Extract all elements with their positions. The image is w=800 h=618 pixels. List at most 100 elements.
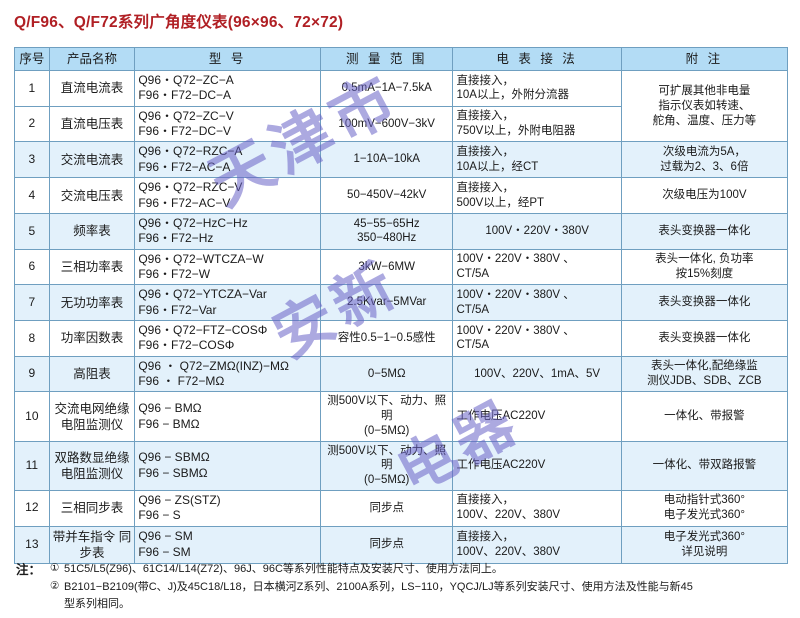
cell-connection: 100V・220V・380V 、 CT/5A (452, 284, 622, 322)
table-row: 11 双路数显绝缘 电阻监测仪 Q96 − SBMΩ F96 − SBMΩ 测500V… (14, 440, 789, 491)
cell-range: 0−5MΩ (319, 355, 454, 393)
cell-remark: 电子发光式360° 详见说明 (620, 525, 789, 564)
cell-model: Q96・Q72−ZC−V F96・F72−DC−V (134, 105, 321, 143)
cell-connection: 100V・220V・380V 、 CT/5A (452, 248, 622, 286)
cell-connection: 直接接入， 500V以上，经PT (452, 177, 622, 214)
cell-range: 2.5Kvar−5MVar (319, 284, 454, 322)
cell-range: 同步点 (319, 489, 454, 527)
column-header-model: 型 号 (134, 47, 321, 71)
cell-index: 4 (14, 177, 50, 214)
table-row: 9 高阻表 Q96 ・ Q72−ZMΩ(INZ)−MΩ F96 ・ F72−MΩ 0−… (14, 355, 789, 393)
cell-range: 1−10A−10kA (319, 141, 454, 179)
table-row: 3 交流电流表 Q96・Q72−RZC−A F96・F72−AC−A 1−10A−10… (14, 141, 789, 179)
cell-range: 45−55−65Hz 350−480Hz (319, 212, 454, 250)
cell-model: Q96 − ZS(STZ) F96 − S (134, 489, 321, 527)
cell-product-name: 交流电流表 (48, 141, 136, 179)
cell-index: 6 (14, 248, 50, 286)
cell-model: Q96・Q72−ZC−A F96・F72−DC−A (134, 70, 321, 107)
cell-connection: 100V、220V、1mA、5V (452, 355, 622, 393)
cell-product-name: 三相同步表 (48, 489, 136, 527)
footnotes: 注： ① 51C5/L5(Z96)、61C14/L14(Z72)、96J、96C等… (16, 561, 792, 613)
cell-connection: 直接接入， 10A以上，经CT (452, 141, 622, 179)
footnotes-body: ① 51C5/L5(Z96)、61C14/L14(Z72)、96J、96C等系列性… (50, 561, 792, 613)
cell-product-name: 频率表 (48, 212, 136, 250)
table-row: 6 三相功率表 Q96・Q72−WTCZA−W F96・F72−W 3kW−6MW 10… (14, 248, 789, 286)
cell-index: 10 (14, 391, 50, 442)
cell-range: 测500V以下、动力、照明 (0−5MΩ) (319, 391, 454, 442)
spec-table-container: 序号 产品名称 型 号 测 量 范 围 电 表 接 法 附 注 1 直流电流表 Q9… (14, 47, 789, 564)
cell-product-name: 三相功率表 (48, 248, 136, 286)
cell-range: 容性0.5−1−0.5感性 (319, 320, 454, 357)
cell-connection: 100V・220V・380V 、 CT/5A (452, 320, 622, 357)
cell-product-name: 直流电流表 (48, 70, 136, 107)
column-header-conn: 电 表 接 法 (452, 47, 622, 71)
column-header-no: 序号 (14, 47, 50, 71)
cell-range: 3kW−6MW (319, 248, 454, 286)
column-header-name: 产品名称 (48, 47, 136, 71)
cell-index: 12 (14, 489, 50, 527)
cell-model: Q96 − SBMΩ F96 − SBMΩ (134, 440, 321, 491)
cell-index: 7 (14, 284, 50, 322)
cell-index: 5 (14, 212, 50, 250)
cell-connection: 工作电压AC220V (452, 440, 622, 491)
cell-remark: 可扩展其他非电量 指示仪表如转速、 舵角、温度、压力等 (620, 69, 789, 143)
cell-range: 100mV−600V−3kV (319, 105, 454, 143)
cell-remark: 表头一体化, 负功率 按15%刻度 (620, 248, 789, 286)
cell-product-name: 功率因数表 (48, 320, 136, 357)
table-row: 13 带并车指令 同步表 Q96 − SM F96 − SM 同步点 直接接入， 100… (14, 525, 789, 564)
cell-product-name: 双路数显绝缘 电阻监测仪 (48, 440, 136, 491)
cell-remark: 表头变换器一体化 (620, 212, 789, 250)
column-header-note: 附 注 (620, 47, 789, 71)
footnote-marker: ② (50, 579, 60, 592)
footnote-text: 51C5/L5(Z96)、61C14/L14(Z72)、96J、96C等系列性能… (64, 563, 503, 575)
cell-model: Q96・Q72−HzC−Hz F96・F72−Hz (134, 212, 321, 250)
cell-connection: 工作电压AC220V (452, 391, 622, 442)
cell-product-name: 带并车指令 同步表 (48, 525, 136, 564)
spec-table: 序号 产品名称 型 号 测 量 范 围 电 表 接 法 附 注 1 直流电流表 Q9… (14, 47, 789, 564)
page-title: Q/F96、Q/F72系列广角度仪表(96×96、72×72) (14, 14, 344, 31)
cell-range: 50−450V−42kV (319, 177, 454, 214)
cell-index: 13 (14, 525, 50, 564)
footnote-text: B2101−B2109(带C、J)及45C18/L18，日本横河Z系列、2100… (64, 580, 693, 593)
cell-connection: 直接接入， 100V、220V、380V (452, 525, 622, 564)
table-row: 8 功率因数表 Q96・Q72−FTZ−COSΦ F96・F72−COSΦ 容性0.5… (14, 320, 789, 357)
cell-model: Q96 − SM F96 − SM (134, 525, 321, 564)
cell-index: 11 (14, 440, 50, 491)
cell-model: Q96 − BMΩ F96 − BMΩ (134, 391, 321, 442)
cell-remark: 表头变换器一体化 (620, 284, 789, 322)
footnote-marker: ① (50, 562, 60, 574)
cell-model: Q96・Q72−RZC−V F96・F72−AC−V (134, 177, 321, 214)
cell-index: 3 (14, 141, 50, 179)
cell-model: Q96・Q72−RZC−A F96・F72−AC−A (134, 141, 321, 179)
cell-product-name: 交流电压表 (48, 177, 136, 214)
cell-remark: 次级电流为5A， 过载为2、3、6倍 (620, 141, 789, 179)
table-row: 5 频率表 Q96・Q72−HzC−Hz F96・F72−Hz 45−55−65Hz … (14, 212, 789, 250)
table-row: 12 三相同步表 Q96 − ZS(STZ) F96 − S 同步点 直接接入， 100… (14, 489, 789, 527)
footnote-item: ② B2101−B2109(带C、J)及45C18/L18，日本横河Z系列、210… (50, 579, 792, 596)
table-header: 序号 产品名称 型 号 测 量 范 围 电 表 接 法 附 注 (14, 47, 789, 71)
cell-model: Q96 ・ Q72−ZMΩ(INZ)−MΩ F96 ・ F72−MΩ (134, 355, 321, 393)
cell-remark: 表头一体化,配绝缘监 测仪JDB、SDB、ZCB (620, 355, 789, 393)
cell-index: 8 (14, 320, 50, 357)
cell-remark: 次级电压为100V (620, 177, 789, 214)
cell-connection: 100V・220V・380V (452, 212, 622, 250)
cell-product-name: 高阻表 (48, 355, 136, 393)
cell-model: Q96・Q72−YTCZA−Var F96・F72−Var (134, 284, 321, 322)
cell-connection: 直接接入， 750V以上，外附电阻器 (452, 105, 622, 143)
footnote-continuation: 型系列相同。 (64, 598, 130, 610)
cell-remark: 一体化、带双路报警 (620, 440, 789, 491)
cell-product-name: 无功功率表 (48, 284, 136, 322)
cell-range: 同步点 (319, 525, 454, 564)
table-row: 4 交流电压表 Q96・Q72−RZC−V F96・F72−AC−V 50−450V−… (14, 177, 789, 214)
footnote-item: ① 51C5/L5(Z96)、61C14/L14(Z72)、96J、96C等系列性… (50, 561, 792, 578)
cell-model: Q96・Q72−FTZ−COSΦ F96・F72−COSΦ (134, 320, 321, 357)
cell-remark: 表头变换器一体化 (620, 320, 789, 357)
cell-connection: 直接接入， 100V、220V、380V (452, 489, 622, 527)
cell-remark: 电动指针式360° 电子发光式360° (620, 489, 789, 527)
table-row: 10 交流电网绝缘 电阻监测仪 Q96 − BMΩ F96 − BMΩ 测500V以下… (14, 391, 789, 442)
cell-range: 0.5mA−1A−7.5kA (319, 70, 454, 107)
table-header-row: 序号 产品名称 型 号 测 量 范 围 电 表 接 法 附 注 (14, 47, 789, 71)
cell-product-name: 交流电网绝缘 电阻监测仪 (48, 391, 136, 442)
cell-index: 9 (14, 355, 50, 393)
